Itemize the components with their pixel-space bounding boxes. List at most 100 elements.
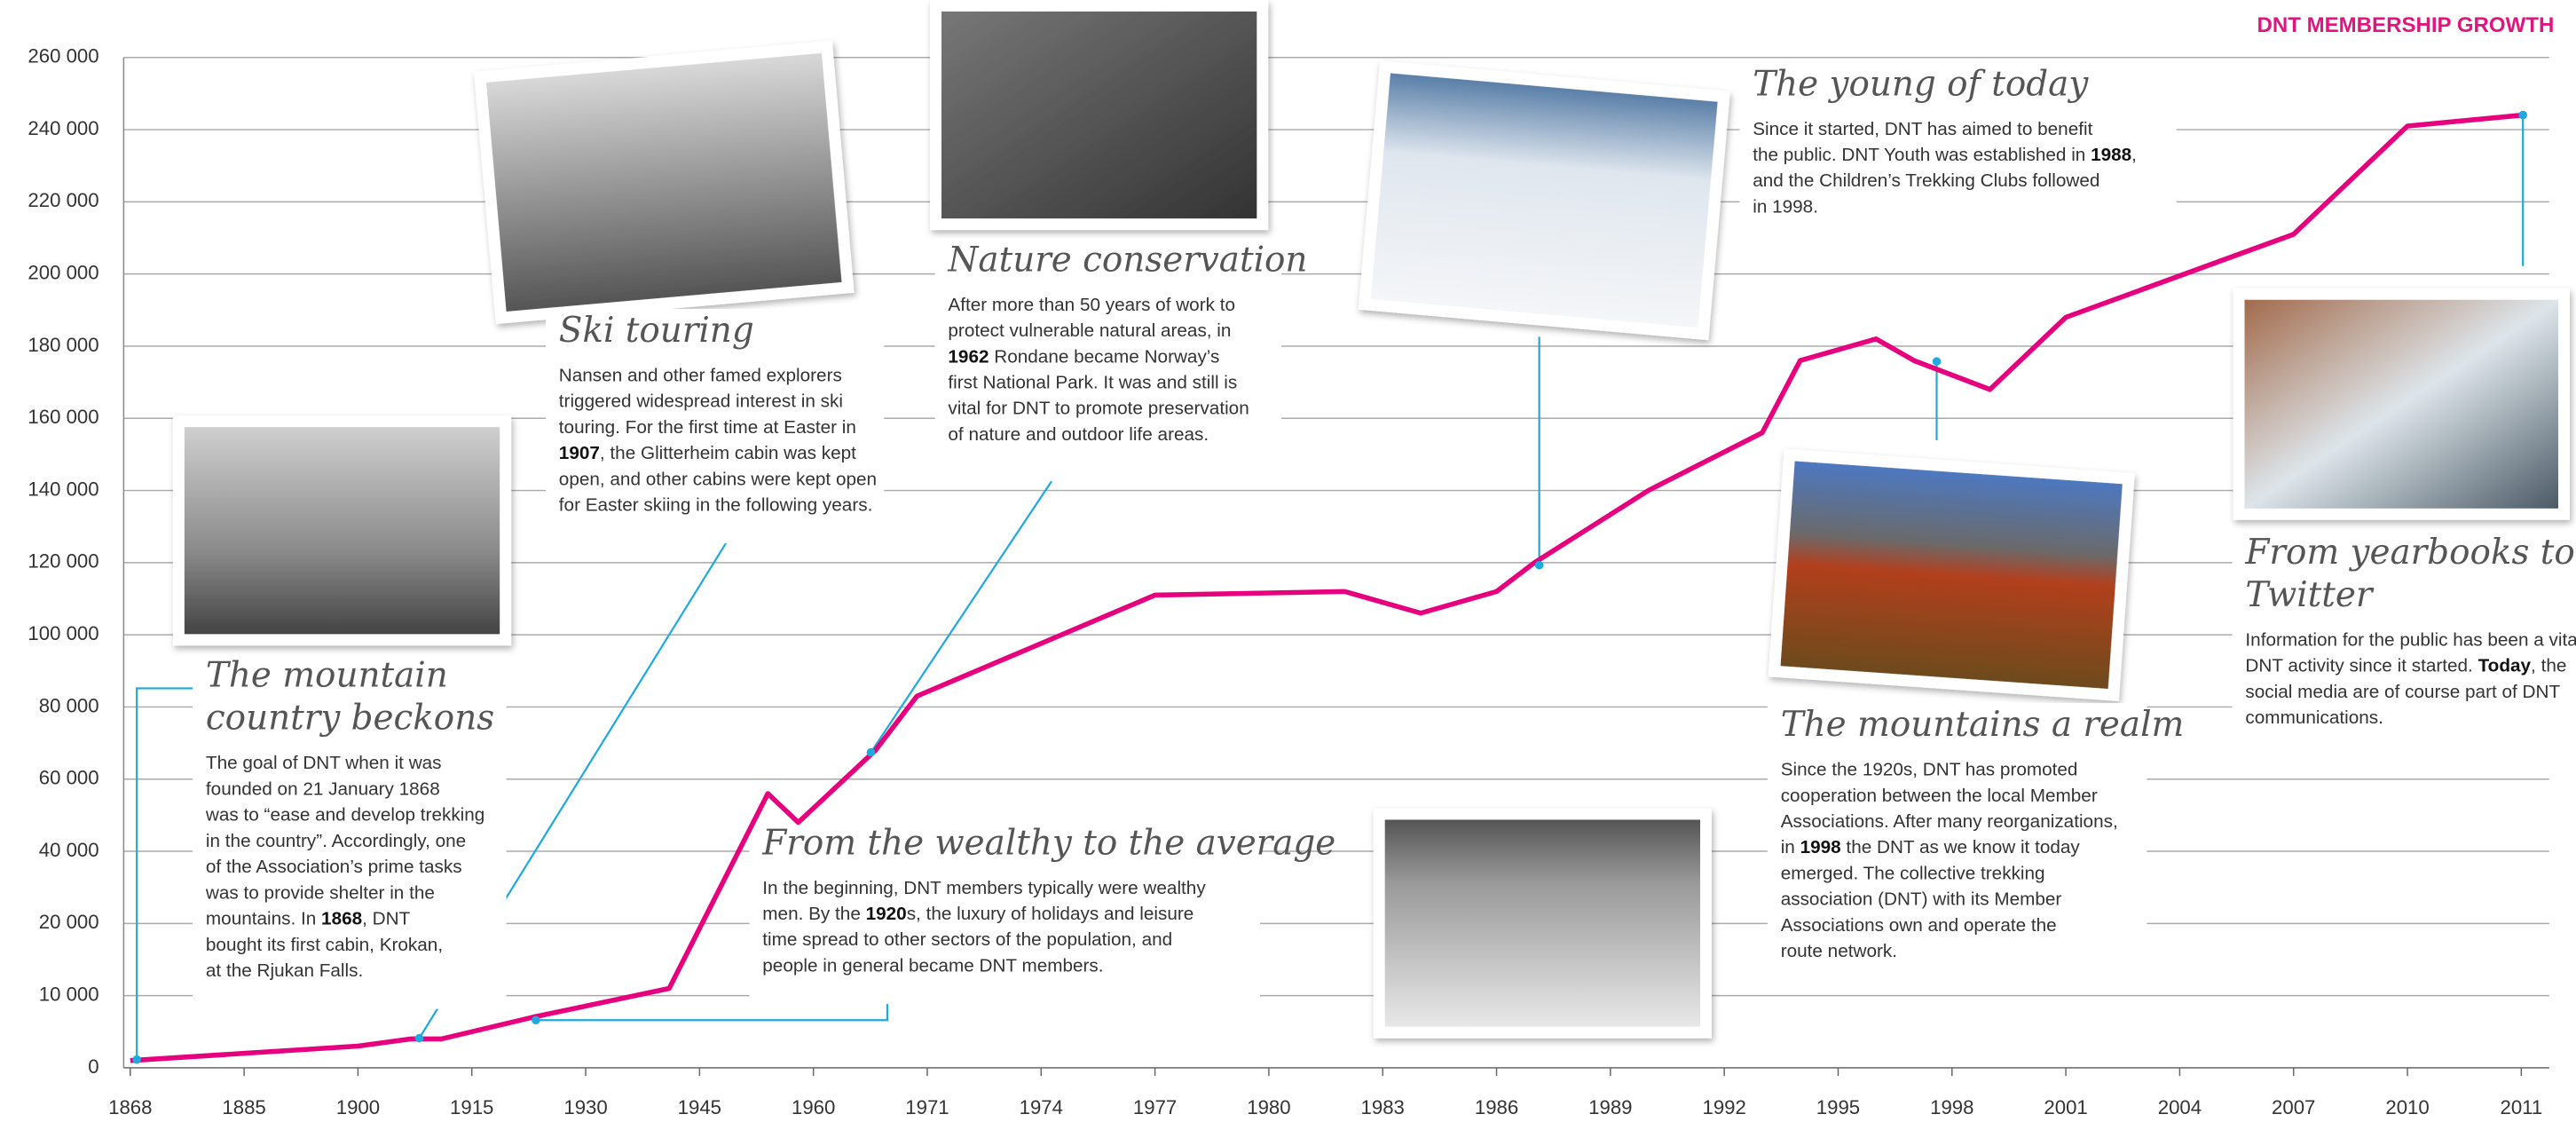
- annotation-span: touring. For the first time at Easter in: [559, 417, 856, 438]
- annotation-bold: 1988: [2091, 145, 2131, 165]
- annotation-text: protect vulnerable natural areas, in: [948, 320, 1231, 341]
- y-tick-label: 140 000: [28, 478, 98, 500]
- annotation-span: Information for the public has been a vi…: [2245, 629, 2576, 650]
- annotation-text: bought its first cabin, Krokan,: [206, 935, 443, 955]
- y-tick-label: 160 000: [28, 406, 98, 428]
- photo-image: [1780, 461, 2122, 689]
- annotation-span: , the Glitterheim cabin was kept: [600, 443, 856, 463]
- annotation-span: open, and other cabins were kept open: [559, 469, 877, 489]
- x-tick-label: 1974: [1020, 1096, 1063, 1118]
- annotation-text: The goal of DNT when it was: [206, 753, 442, 773]
- photo-image: [1385, 819, 1700, 1026]
- x-tick-label: 1983: [1361, 1096, 1405, 1118]
- annotation-span: , DNT: [362, 909, 410, 929]
- annotation-text: of nature and outdoor life areas.: [948, 424, 1209, 445]
- callout-dot: [1933, 357, 1942, 366]
- annotation-span: protect vulnerable natural areas, in: [948, 320, 1231, 341]
- x-tick-label: 1868: [108, 1096, 152, 1118]
- annotation-span: of the Association’s prime tasks: [206, 857, 462, 877]
- annotation-span: s, the luxury of holidays and leisure: [907, 904, 1194, 924]
- callout-dot: [2518, 111, 2527, 120]
- annotation-span: of nature and outdoor life areas.: [948, 424, 1209, 445]
- x-tick-label: 1995: [1816, 1096, 1860, 1118]
- y-tick-label: 220 000: [28, 189, 98, 211]
- x-tick-label: 2010: [2385, 1096, 2429, 1118]
- annotation-span: was to provide shelter in the: [205, 882, 435, 903]
- annotation-text: time spread to other sectors of the popu…: [762, 929, 1172, 950]
- photo: [173, 415, 511, 645]
- annotation-text: was to provide shelter in the: [205, 882, 435, 903]
- annotation-text: association (DNT) with its Member: [1781, 889, 2062, 910]
- annotation-text: in 1998.: [1753, 196, 1818, 217]
- annotation-bold: 1920: [866, 904, 907, 924]
- photo-image: [941, 12, 1256, 218]
- annotation-text: emerged. The collective trekking: [1781, 863, 2045, 883]
- annotation-span: at the Rjukan Falls.: [206, 960, 363, 981]
- y-tick-label: 100 000: [28, 622, 98, 644]
- annotation-text: vital for DNT to promote preservation: [948, 399, 1249, 419]
- photo: [1769, 449, 2135, 701]
- annotation-text: first National Park. It was and still is: [948, 372, 1237, 392]
- x-tick-label: 2004: [2158, 1096, 2202, 1118]
- annotation-text: Since the 1920s, DNT has promoted: [1781, 760, 2078, 780]
- annotation-bold: Today: [2478, 656, 2532, 676]
- annotation-text: mountains. In 1868, DNT: [206, 909, 411, 929]
- annotation-text: Nansen and other famed explorers: [559, 365, 842, 385]
- annotation-span: in: [1781, 837, 1800, 857]
- annotation-text: communications.: [2245, 707, 2383, 728]
- annotation-span: the public. DNT Youth was established in: [1753, 145, 2091, 165]
- annotation-span: men. By the: [762, 904, 865, 924]
- callout-dot: [532, 1015, 540, 1024]
- annotation-span: communications.: [2245, 707, 2383, 728]
- x-tick-label: 1998: [1930, 1096, 1973, 1118]
- annotation-text: founded on 21 January 1868: [206, 778, 440, 799]
- annotation-text: people in general became DNT members.: [762, 955, 1103, 976]
- photo: [2233, 288, 2570, 520]
- x-tick-label: 2011: [2500, 1096, 2542, 1118]
- annotation-span: triggered widespread interest in ski: [559, 391, 843, 412]
- annotation-text: Associations own and operate the: [1781, 915, 2057, 936]
- annotation-title: The mountain: [206, 656, 448, 696]
- photo-image: [1371, 73, 1718, 328]
- y-tick-label: 80 000: [39, 694, 99, 716]
- y-tick-label: 20 000: [39, 911, 99, 933]
- annotation-span: Nansen and other famed explorers: [559, 365, 842, 385]
- x-tick-label: 1900: [336, 1096, 380, 1118]
- annotation-span: bought its first cabin, Krokan,: [206, 935, 443, 955]
- photo-image: [486, 53, 842, 312]
- annotation-span: cooperation between the local Member: [1781, 786, 2098, 806]
- callout-dot: [1535, 561, 1544, 570]
- x-tick-label: 2001: [2044, 1096, 2087, 1118]
- annotation-span: vital for DNT to promote preservation: [948, 399, 1249, 419]
- x-tick-label: 1986: [1475, 1096, 1518, 1118]
- annotation-bold: 1868: [321, 909, 362, 929]
- annotation-text: open, and other cabins were kept open: [559, 469, 877, 489]
- annotation-span: was to “ease and develop trekking: [205, 805, 484, 826]
- x-tick-label: 1930: [563, 1096, 607, 1118]
- annotation-text: Associations. After many reorganizations…: [1781, 811, 2118, 832]
- annotation-span: In the beginning, DNT members typically …: [762, 878, 1206, 898]
- annotation-text: for Easter skiing in the following years…: [559, 495, 873, 516]
- callout-dot: [132, 1055, 141, 1064]
- annotation-span: mountains. In: [206, 909, 321, 929]
- annotation-span: The goal of DNT when it was: [206, 753, 442, 773]
- annotation-span: Rondane became Norway’s: [989, 346, 1220, 367]
- y-tick-label: 260 000: [28, 45, 98, 67]
- x-tick-label: 1885: [222, 1096, 265, 1118]
- annotation-text: route network.: [1781, 941, 1897, 961]
- annotation-span: the DNT as we know it today: [1841, 837, 2081, 857]
- callout-dot: [867, 748, 876, 757]
- chart: 010 00020 00040 00060 00080 000100 00012…: [0, 0, 2576, 1122]
- callout-dot: [415, 1034, 424, 1043]
- annotation-text: and the Children’s Trekking Clubs follow…: [1753, 170, 2099, 191]
- annotation-text: social media are of course part of DNT: [2245, 682, 2560, 702]
- annotation-text: triggered widespread interest in ski: [559, 391, 843, 412]
- x-tick-label: 1992: [1702, 1096, 1745, 1118]
- annotation-span: in 1998.: [1753, 196, 1818, 217]
- photos: [173, 0, 2570, 1039]
- annotation-text: in the country”. Accordingly, one: [206, 831, 466, 851]
- x-tick-label: 1915: [450, 1096, 493, 1118]
- chart-title: DNT MEMBERSHIP GROWTH: [2257, 13, 2554, 37]
- annotation-span: people in general became DNT members.: [762, 955, 1103, 976]
- annotation-span: route network.: [1781, 941, 1897, 961]
